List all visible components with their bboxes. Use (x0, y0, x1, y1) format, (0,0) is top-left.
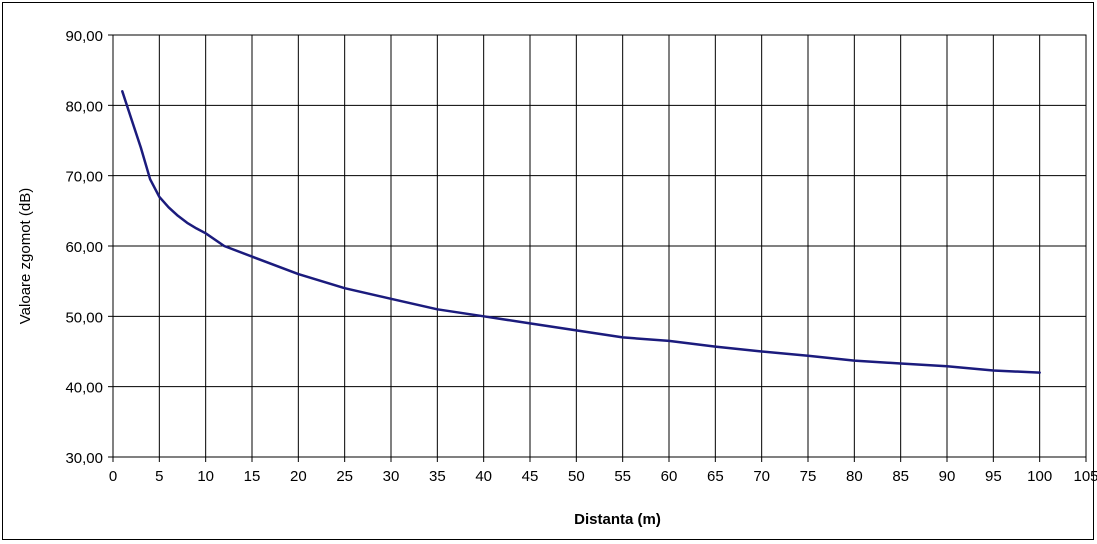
x-tick-label: 85 (892, 468, 909, 485)
plot-area-border (112, 34, 1087, 458)
x-tick-label: 15 (244, 468, 261, 485)
series-line (121, 90, 1041, 374)
x-tick-label: 65 (707, 468, 724, 485)
x-tick-label: 90 (939, 468, 956, 485)
x-tick-label: 45 (522, 468, 539, 485)
x-tick-label: 25 (336, 468, 353, 485)
x-tick-label: 20 (290, 468, 307, 485)
x-tick-label: 75 (800, 468, 817, 485)
x-tick-label: 10 (197, 468, 214, 485)
y-tick-label: 60,00 (65, 239, 103, 256)
x-tick-label: 40 (475, 468, 492, 485)
x-tick-label: 95 (985, 468, 1002, 485)
y-tick-labels: 30,00 40,00 50,00 60,00 70,00 80,00 90,00 (65, 28, 103, 467)
x-tick-label: 60 (661, 468, 678, 485)
y-tick-label: 30,00 (65, 450, 103, 467)
y-tick-label: 90,00 (65, 28, 103, 45)
x-tick-label: 105 (1073, 468, 1097, 485)
x-tick-label: 35 (429, 468, 446, 485)
x-tick-label: 5 (155, 468, 163, 485)
x-tick-label: 30 (383, 468, 400, 485)
x-axis-title: Distanta (m) (574, 511, 661, 528)
x-tick-label: 80 (846, 468, 863, 485)
x-tick-label: 50 (568, 468, 585, 485)
x-tick-label: 55 (614, 468, 631, 485)
x-tick-labels: 0 5 10 15 20 25 30 35 40 45 50 55 60 65 70 75 80 85 90 95 10… (109, 468, 1097, 485)
vertical-gridlines (112, 35, 1087, 462)
x-tick-label: 70 (753, 468, 770, 485)
horizontal-gridlines (108, 34, 1086, 458)
series-group (121, 90, 1041, 374)
y-axis-title: Valoare zgomot (dB) (17, 188, 34, 324)
y-tick-label: 80,00 (65, 98, 103, 115)
x-tick-label: 100 (1027, 468, 1052, 485)
x-tick-label: 0 (109, 468, 117, 485)
y-tick-label: 70,00 (65, 169, 103, 186)
y-tick-label: 40,00 (65, 380, 103, 397)
y-tick-label: 50,00 (65, 309, 103, 326)
